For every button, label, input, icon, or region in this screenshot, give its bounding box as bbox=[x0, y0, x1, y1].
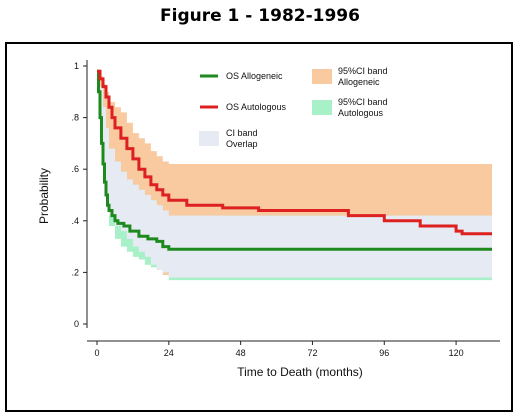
legend-label: 95%CI band Autologous bbox=[338, 97, 388, 118]
km-line-autologous bbox=[97, 69, 492, 236]
legend-swatch-patch bbox=[199, 131, 219, 146]
legend-label: OS Autologous bbox=[226, 102, 287, 112]
x-tick-label: 72 bbox=[307, 348, 317, 358]
x-tick-label: 120 bbox=[449, 348, 464, 358]
y-tick-label: .6 bbox=[71, 164, 79, 174]
km-line-allogeneic bbox=[97, 69, 492, 251]
figure-title: Figure 1 - 1982-1996 bbox=[160, 6, 360, 26]
legend-label: OS Allogeneic bbox=[226, 71, 283, 81]
legend-label: CI band Overlap bbox=[226, 128, 258, 149]
y-tick-label: .2 bbox=[71, 267, 79, 277]
x-tick-label: 0 bbox=[94, 348, 99, 358]
x-tick-label: 24 bbox=[164, 348, 174, 358]
x-axis-label: Time to Death (months) bbox=[237, 365, 363, 379]
legend-swatch-patch bbox=[312, 100, 332, 115]
ci-band-overlap bbox=[97, 71, 492, 278]
y-tick-label: .8 bbox=[71, 113, 79, 123]
y-tick-label: 0 bbox=[74, 319, 79, 329]
x-tick-label: 48 bbox=[236, 348, 246, 358]
x-tick-label: 96 bbox=[379, 348, 389, 358]
legend-swatch-patch bbox=[312, 69, 332, 84]
y-tick-label: .4 bbox=[71, 216, 79, 226]
y-tick-label: 1 bbox=[74, 61, 79, 71]
legend-label: 95%CI band Allogeneic bbox=[338, 66, 388, 87]
y-axis-label: Probability bbox=[37, 168, 51, 224]
